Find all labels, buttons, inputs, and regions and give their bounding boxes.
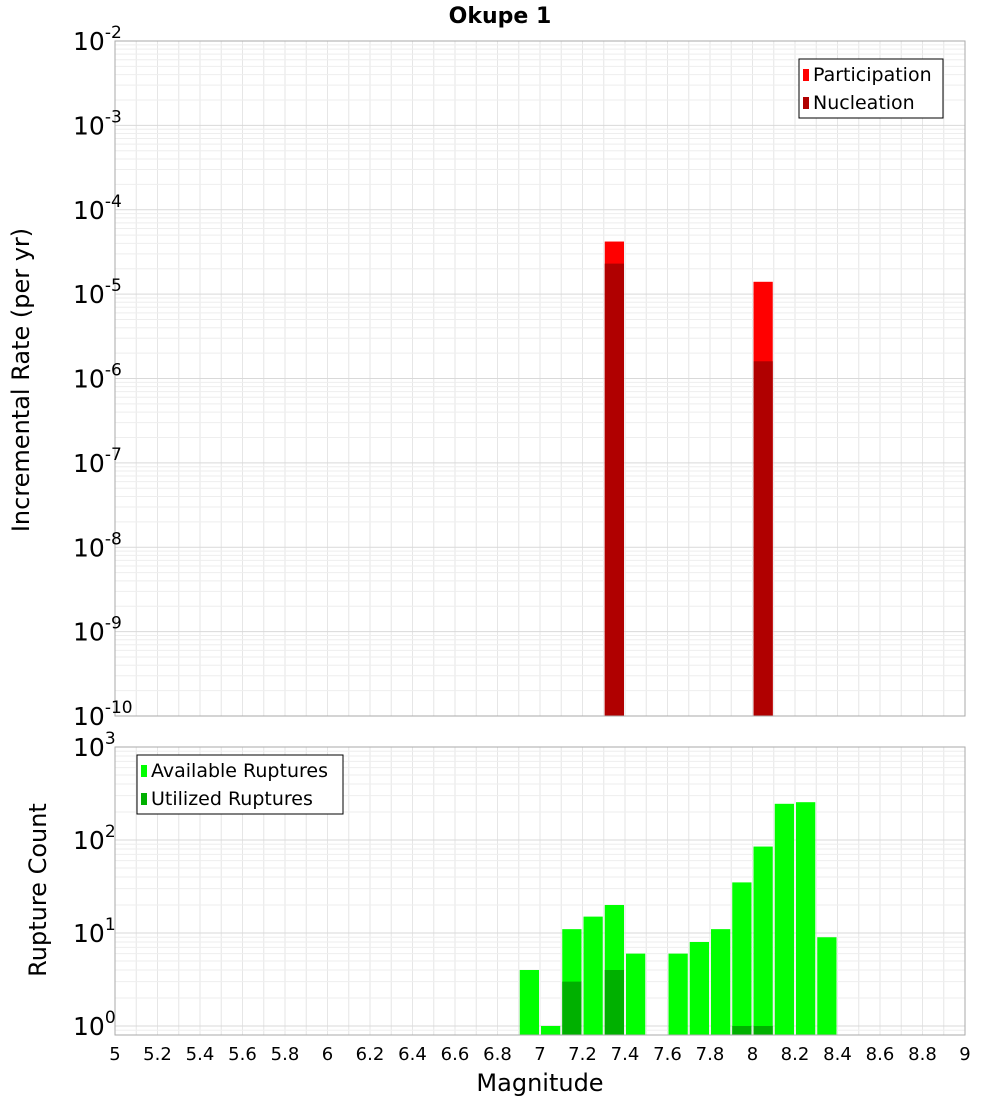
count-legend-box [136,754,344,815]
x-tick-label: 8 [747,1044,758,1065]
count-bar [774,803,794,1035]
x-tick-label: 6.2 [356,1044,385,1065]
x-tick-label: 5.2 [143,1044,172,1065]
count-bar [732,1025,752,1035]
count-bar [668,953,688,1035]
count-bar [817,937,837,1035]
x-axis-label: Magnitude [476,1069,603,1097]
rate-panel: 10-10 10-9 10-8 10-7 10-6 10-5 10-4 10-3 10-2 Par… [73,23,966,731]
count-legend-label: Utilized Ruptures [151,788,313,810]
count-frame [114,746,966,1036]
rate-grid [114,41,966,717]
rate-bar [604,263,624,716]
rate-ytick-label: 10-2 [73,23,122,56]
rate-ytick-label: 10-9 [73,614,122,647]
x-tick-label: 5.6 [228,1044,257,1065]
count-bar [796,802,816,1035]
x-tick-label: 6 [322,1044,333,1065]
rate-ytick-label: 10-5 [73,276,122,309]
bottom-ylabel: Rupture Count [24,803,52,977]
rate-legend-label: Nucleation [813,92,915,114]
count-ytick-label: 101 [73,915,116,948]
x-tick-label: 7.8 [696,1044,725,1065]
count-legend-swatch [141,793,147,805]
count-panel: 100 101 102 103 Available Ruptures Utilized R… [73,729,971,1065]
rate-legend-label: Participation [813,64,932,86]
x-tick-label: 6.4 [398,1044,427,1065]
count-legend: Available Ruptures Utilized Ruptures [136,754,344,815]
count-legend-label: Available Ruptures [151,760,328,782]
count-ytick-label: 102 [73,822,116,855]
count-ytick-label: 100 [73,1008,116,1041]
count-bar [519,969,539,1035]
chart-title: Okupe 1 [449,4,552,29]
rate-legend: Participation Nucleation [798,58,944,119]
x-tick-label: 8.2 [781,1044,810,1065]
count-series-1 [562,969,773,1035]
count-bar [711,929,731,1035]
rate-ytick-label: 10-3 [73,107,122,140]
x-tick-label: 5 [109,1044,120,1065]
rate-ytick-label: 10-6 [73,361,122,394]
top-ylabel: Incremental Rate (per yr) [7,228,35,532]
x-tick-label: 7.6 [653,1044,682,1065]
rate-legend-swatch [803,97,809,109]
rate-bar [753,361,773,716]
rate-series-1 [604,263,773,716]
x-tick-label: 8.8 [908,1044,937,1065]
x-tick-label: 7 [534,1044,545,1065]
count-bar [753,846,773,1035]
count-bar [604,969,624,1035]
count-bar [732,882,752,1035]
count-ytick-label: 103 [73,729,116,762]
count-bar [753,1025,773,1035]
rate-ytick-label: 10-8 [73,529,122,562]
rate-legend-box [798,58,944,119]
x-tick-label: 7.2 [568,1044,597,1065]
x-tick-label: 9 [959,1044,970,1065]
count-bar [541,1025,561,1035]
x-tick-label: 7.4 [611,1044,640,1065]
count-bar [583,916,603,1035]
count-bar [689,942,709,1035]
rate-ytick-label: 10-7 [73,445,122,478]
count-bar [626,953,646,1035]
x-tick-label: 5.4 [186,1044,215,1065]
x-tick-label: 8.6 [866,1044,895,1065]
rate-ytick-label: 10-4 [73,192,122,225]
rate-ytick-label: 10-10 [73,698,133,731]
x-tick-label: 5.8 [271,1044,300,1065]
count-bar [562,981,582,1035]
rate-legend-swatch [803,69,809,81]
x-tick-label: 6.6 [441,1044,470,1065]
x-tick-label: 6.8 [483,1044,512,1065]
count-legend-swatch [141,765,147,777]
rate-frame [114,40,966,717]
x-tick-label: 8.4 [823,1044,852,1065]
